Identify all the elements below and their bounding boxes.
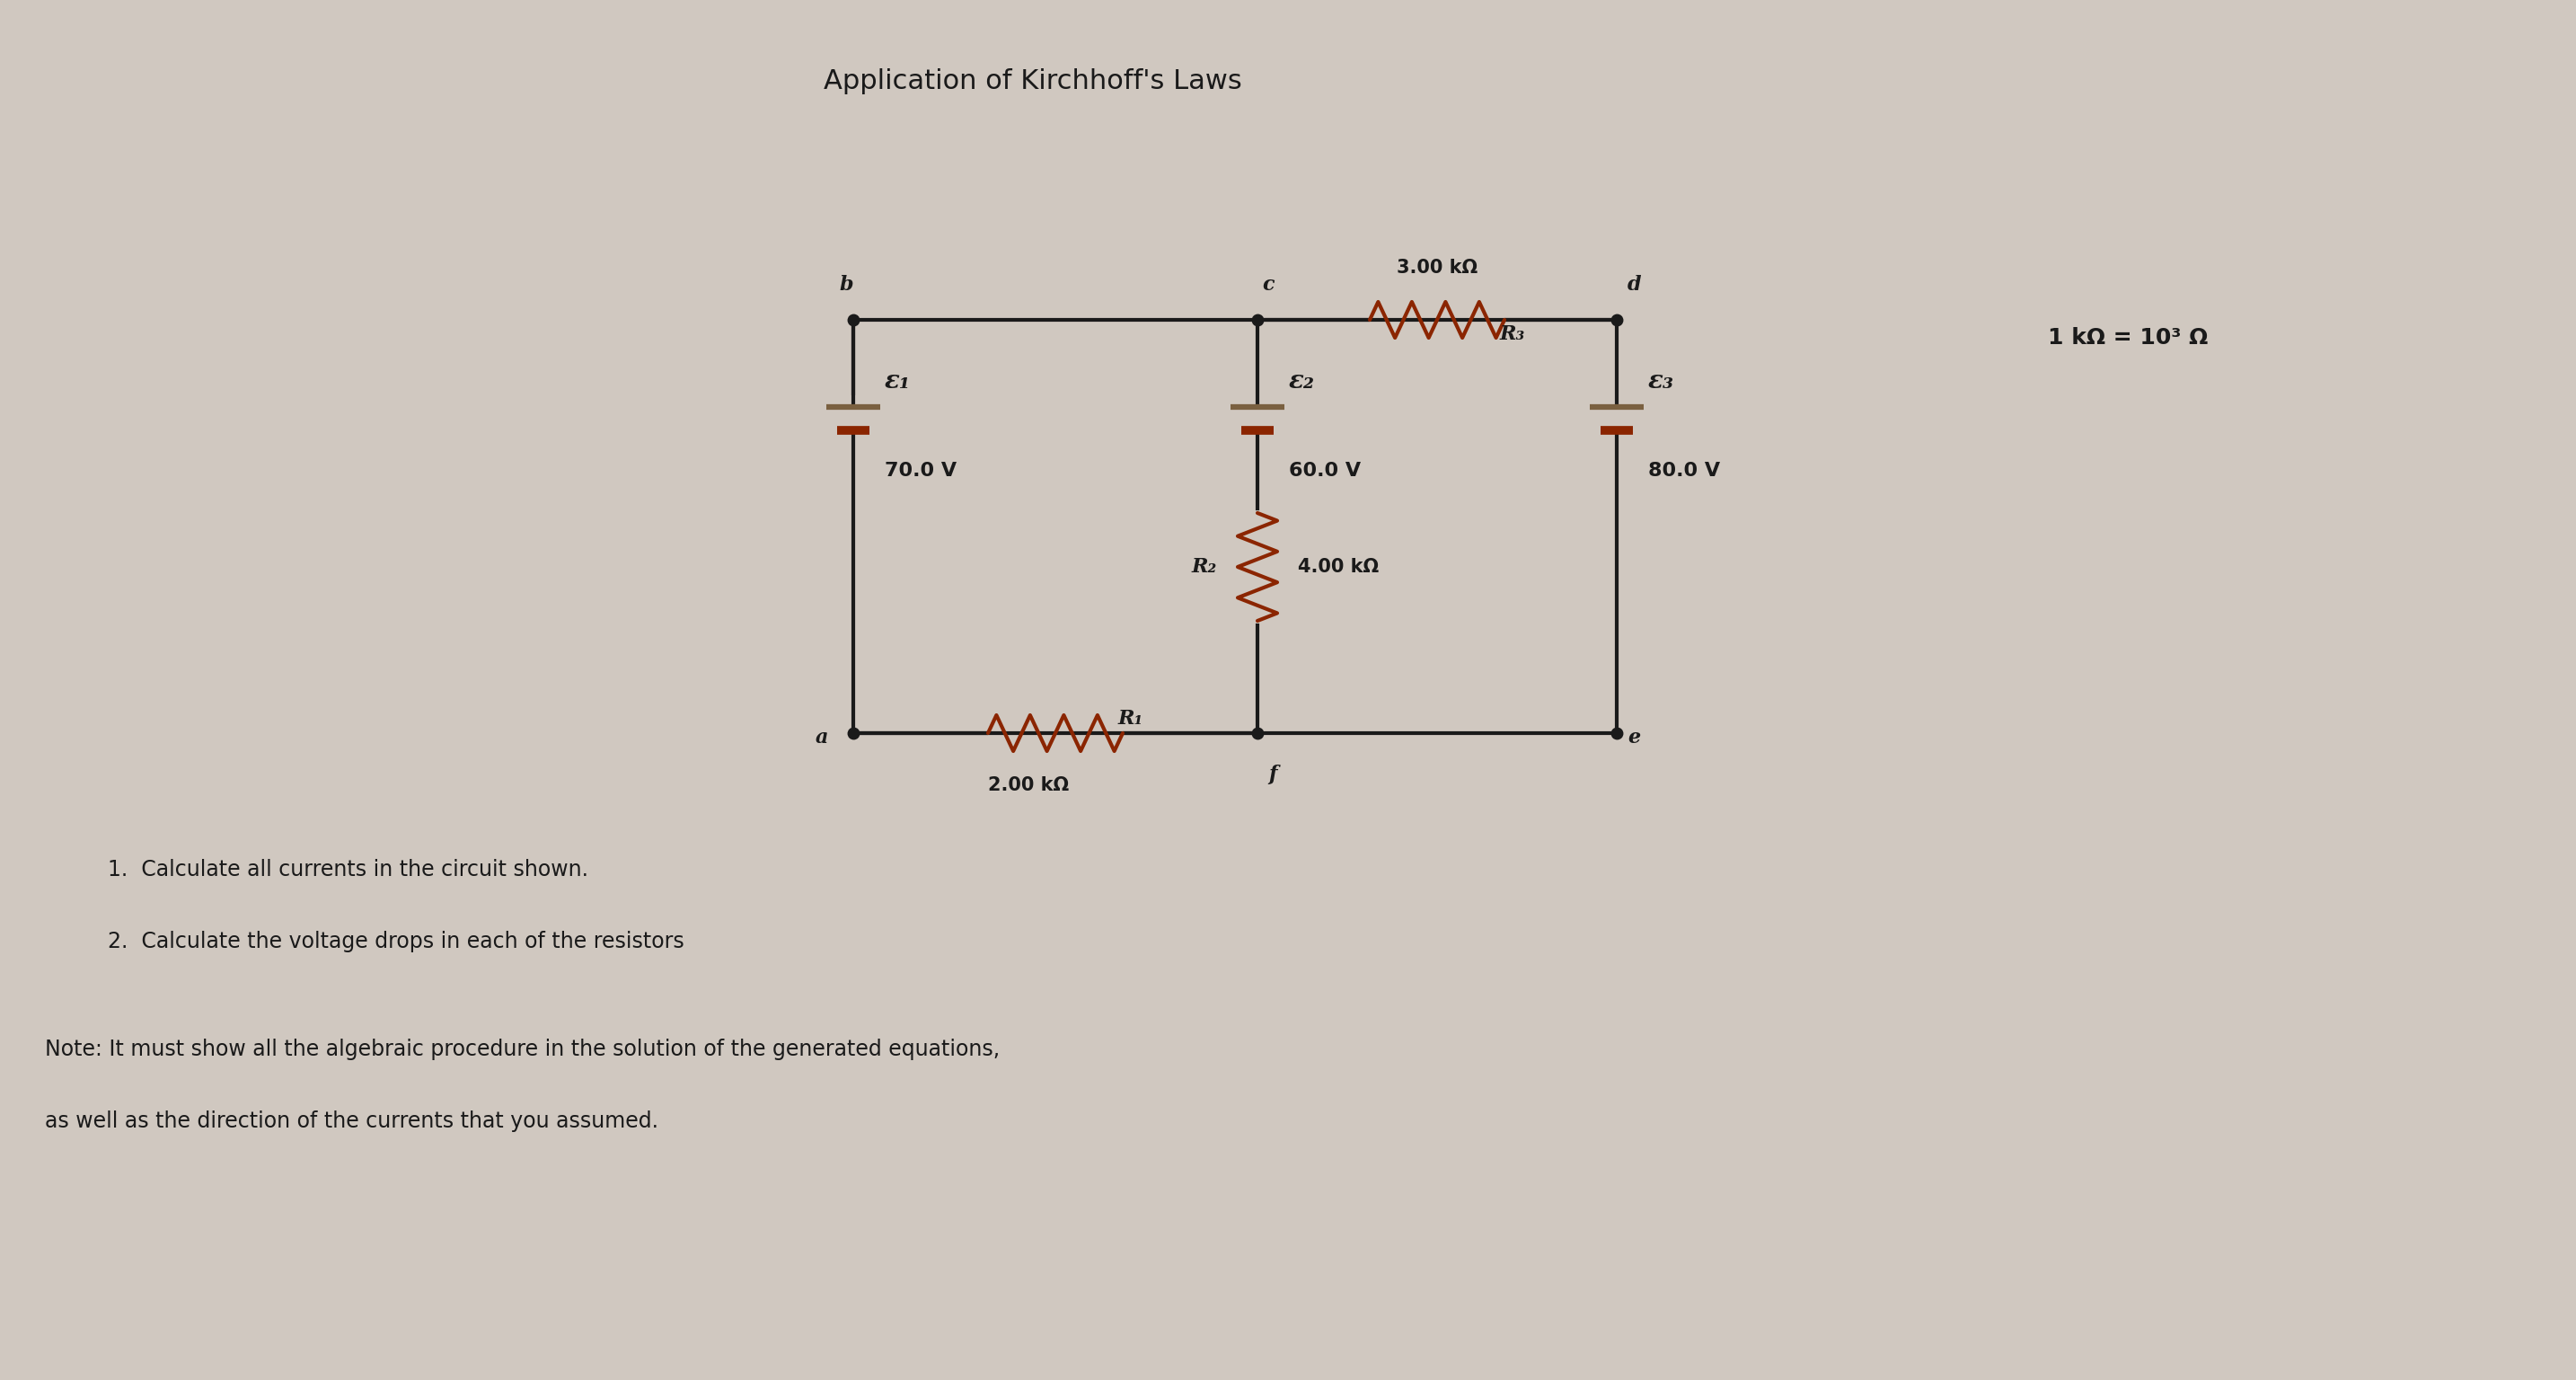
Text: a: a <box>814 727 827 748</box>
Text: R₃: R₃ <box>1499 324 1525 344</box>
Text: 60.0 V: 60.0 V <box>1288 462 1360 480</box>
Text: f: f <box>1267 765 1278 784</box>
Text: 70.0 V: 70.0 V <box>884 462 956 480</box>
Text: d: d <box>1628 275 1641 295</box>
Text: Note: It must show all the algebraic procedure in the solution of the generated : Note: It must show all the algebraic pro… <box>44 1039 999 1060</box>
Text: 2.  Calculate the voltage drops in each of the resistors: 2. Calculate the voltage drops in each o… <box>108 930 685 952</box>
Text: c: c <box>1262 275 1275 295</box>
Text: ε₂: ε₂ <box>1288 368 1314 393</box>
Text: ε₁: ε₁ <box>884 368 912 393</box>
Text: e: e <box>1628 727 1641 748</box>
Text: 1 kΩ = 10³ Ω: 1 kΩ = 10³ Ω <box>2048 327 2208 349</box>
Text: ε₃: ε₃ <box>1649 368 1674 393</box>
Text: 3.00 kΩ: 3.00 kΩ <box>1396 259 1479 277</box>
Text: 1.  Calculate all currents in the circuit shown.: 1. Calculate all currents in the circuit… <box>108 858 587 880</box>
Text: 80.0 V: 80.0 V <box>1649 462 1721 480</box>
Text: as well as the direction of the currents that you assumed.: as well as the direction of the currents… <box>44 1111 659 1132</box>
Text: Application of Kirchhoff's Laws: Application of Kirchhoff's Laws <box>824 68 1242 94</box>
Text: b: b <box>840 275 853 295</box>
Text: 2.00 kΩ: 2.00 kΩ <box>987 776 1069 795</box>
Text: R₂: R₂ <box>1193 558 1216 577</box>
Text: R₁: R₁ <box>1118 709 1144 729</box>
Text: 4.00 kΩ: 4.00 kΩ <box>1298 558 1378 575</box>
